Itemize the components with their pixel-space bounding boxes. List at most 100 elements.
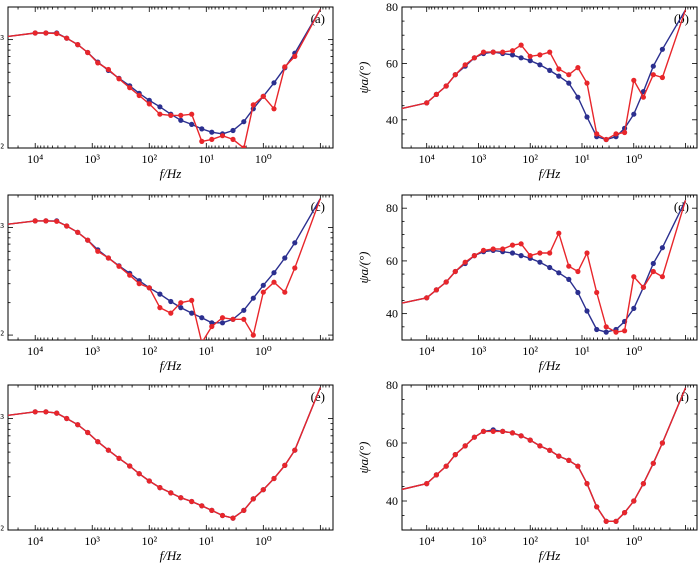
x-tick-label: 10¹ [198, 344, 214, 358]
data-point-blue [566, 276, 572, 282]
y-tick-label: 80 [386, 378, 398, 392]
data-point-red [85, 49, 91, 56]
data-point-red [490, 246, 496, 252]
data-point-blue [556, 73, 562, 79]
data-point-red [271, 475, 277, 482]
y-tick-label: 80 [386, 0, 398, 14]
series-line-blue [402, 9, 687, 141]
data-point-red [471, 55, 477, 61]
data-point-red [622, 129, 628, 136]
y-tick-label: 60 [386, 56, 398, 70]
data-point-red [537, 250, 543, 256]
data-point-red [64, 35, 70, 41]
data-point-red [178, 495, 184, 501]
x-axis-label: f/Hz [160, 548, 182, 563]
data-point-red [659, 440, 666, 446]
data-point-red [631, 498, 637, 504]
data-point-red [462, 259, 468, 265]
data-point-red [127, 85, 133, 91]
data-point-red [631, 274, 637, 280]
data-point-red [95, 248, 101, 254]
data-point-red [260, 289, 266, 295]
data-point-red [43, 409, 49, 415]
series-red [402, 9, 687, 143]
data-point-red [594, 131, 600, 137]
data-point-red [622, 509, 628, 516]
data-point-red [292, 447, 298, 453]
data-point-red [631, 77, 637, 83]
data-point-red [219, 315, 226, 321]
data-point-blue [659, 46, 666, 52]
data-point-red [271, 279, 277, 285]
data-point-red [116, 76, 122, 82]
data-point-blue [547, 67, 553, 73]
data-point-blue [199, 315, 205, 321]
data-point-blue [566, 80, 572, 86]
data-point-red [490, 428, 496, 434]
data-point-red [527, 253, 533, 259]
data-point-red [136, 281, 142, 287]
data-point-red [471, 434, 477, 440]
chart-panel-c: 10⁴10³10²10¹10⁰10²10³f/Hzρa/(Ω·m)(c) [0, 194, 334, 373]
data-point-red [452, 452, 458, 458]
x-tick-label: 10⁰ [625, 152, 642, 166]
data-point-red [509, 48, 516, 54]
data-point-red [603, 324, 609, 330]
data-point-red [168, 112, 174, 118]
series-line-red [402, 9, 687, 141]
data-point-red [105, 255, 111, 261]
data-point-red [75, 42, 81, 48]
data-point-blue [527, 58, 533, 64]
data-point-red [650, 460, 656, 466]
panel-label: (e) [311, 389, 325, 404]
data-point-red [241, 507, 247, 513]
series-red [8, 198, 321, 340]
y-axis-label: ψa/(°) [356, 61, 371, 93]
data-point-red [556, 453, 562, 459]
data-point-red [480, 247, 487, 253]
data-point-red [575, 268, 581, 275]
data-point-red [85, 429, 91, 436]
x-tick-label: 10⁴ [419, 152, 435, 166]
data-point-red [537, 443, 543, 449]
data-point-red [480, 428, 487, 434]
x-tick-label: 10⁴ [27, 344, 43, 358]
data-point-red [64, 415, 70, 422]
data-point-red [105, 66, 111, 73]
data-point-red [575, 65, 581, 71]
data-point-blue [189, 121, 195, 127]
series-red [402, 387, 687, 524]
series-line-blue [8, 387, 321, 519]
data-point-red [659, 74, 666, 81]
x-axis-label: f/Hz [539, 358, 561, 373]
x-tick-label: 10⁴ [27, 534, 43, 548]
data-point-red [480, 49, 487, 55]
data-point-blue [556, 270, 562, 276]
data-point-red [157, 485, 163, 491]
y-tick-label: 10³ [0, 412, 4, 426]
data-point-red [462, 62, 468, 68]
data-point-red [650, 72, 656, 78]
data-point-blue [292, 240, 298, 246]
data-point-blue [168, 298, 174, 305]
x-tick-label: 10² [522, 152, 538, 166]
data-point-red [433, 472, 439, 478]
series-line-blue [8, 198, 321, 324]
x-tick-label: 10³ [471, 344, 487, 358]
chart-panel-e: 10⁴10³10²10¹10⁰10²10³f/Hzρa/(Ω·m)(e) [0, 384, 334, 563]
data-point-red [584, 80, 590, 86]
data-point-red [250, 102, 256, 108]
x-tick-label: 10⁰ [255, 344, 272, 358]
series-blue [8, 9, 321, 137]
data-point-blue [157, 291, 163, 297]
data-point-red [292, 53, 298, 60]
series-line-red [8, 198, 321, 340]
data-point-red [146, 285, 152, 291]
data-point-red [282, 289, 288, 295]
x-tick-label: 10² [522, 534, 538, 548]
y-tick-label: 10² [0, 328, 4, 342]
data-point-blue [650, 260, 656, 267]
data-point-red [500, 246, 506, 252]
x-tick-label: 10¹ [574, 534, 590, 548]
